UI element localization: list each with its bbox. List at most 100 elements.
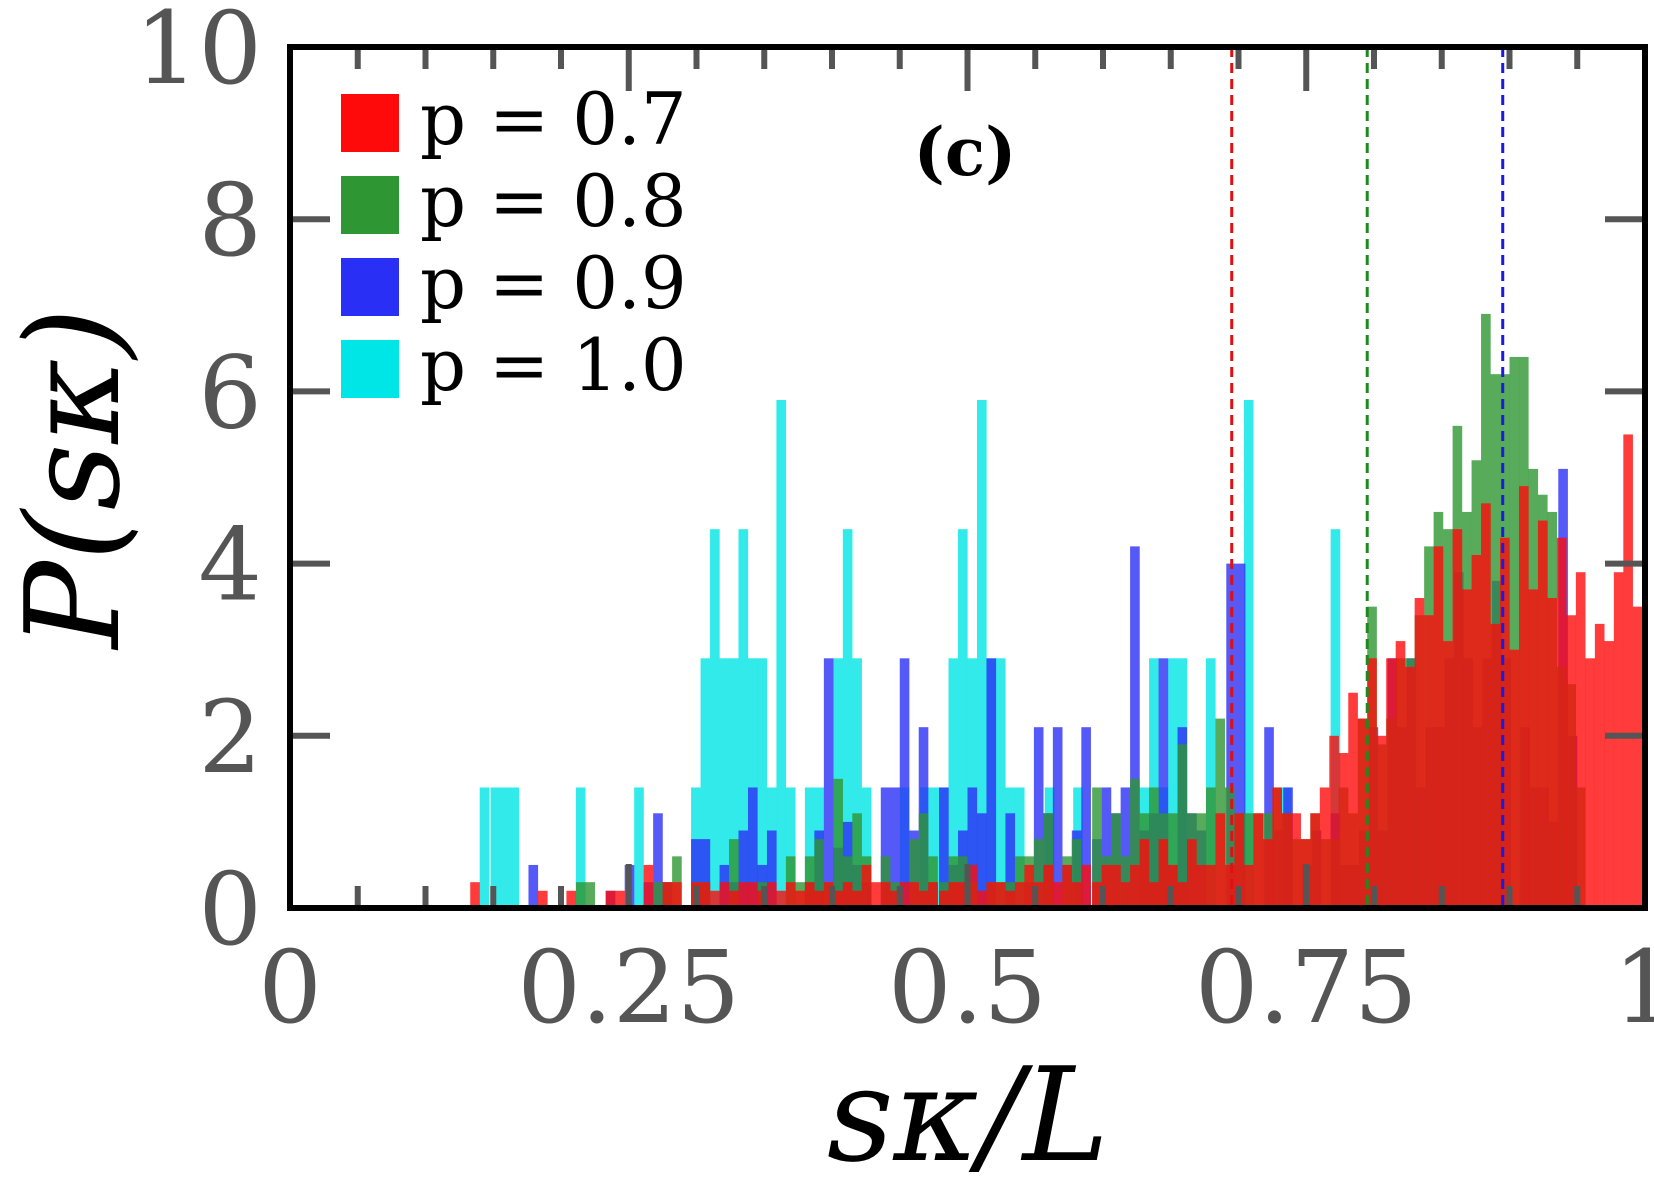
bar	[643, 864, 654, 908]
bar	[1120, 787, 1131, 908]
panel-label: (c)	[914, 113, 1017, 191]
bar	[1205, 787, 1216, 908]
bar	[986, 658, 997, 908]
bar	[1367, 658, 1377, 908]
bar	[1149, 787, 1159, 908]
bar	[691, 839, 701, 908]
bar	[1005, 813, 1016, 908]
bar	[1111, 864, 1121, 908]
bar	[1130, 778, 1140, 908]
bar	[833, 890, 843, 908]
bar	[948, 658, 959, 908]
bar	[1205, 658, 1216, 908]
bar	[509, 787, 520, 908]
bar	[615, 890, 625, 908]
bar	[634, 787, 644, 908]
bar	[948, 882, 959, 908]
bar	[939, 787, 949, 908]
bar	[1243, 864, 1254, 908]
bar	[1452, 529, 1463, 908]
bar	[909, 882, 919, 908]
bar	[729, 658, 739, 908]
bar	[1177, 882, 1188, 908]
bar	[1243, 813, 1254, 908]
bar	[1052, 882, 1063, 908]
bar	[909, 839, 919, 908]
legend-swatch	[341, 176, 399, 234]
bar	[738, 882, 749, 908]
y-tick-label: 10	[135, 0, 262, 107]
bar	[566, 890, 577, 908]
bar	[1594, 623, 1605, 908]
bar	[1139, 839, 1150, 908]
bar	[976, 890, 987, 908]
bar	[1500, 537, 1510, 908]
bar	[823, 882, 834, 908]
bar	[1033, 727, 1044, 908]
bar	[1235, 563, 1246, 908]
bar	[738, 529, 749, 908]
bar	[1262, 839, 1273, 908]
bar	[1424, 615, 1434, 908]
bar	[958, 529, 968, 908]
bar	[1604, 641, 1614, 908]
bar	[795, 890, 806, 908]
plot-area	[470, 313, 1645, 909]
bar	[1443, 641, 1453, 908]
bar	[1081, 864, 1091, 908]
bar	[1130, 864, 1140, 908]
bar	[986, 882, 997, 908]
bar	[1224, 864, 1235, 908]
legend: p = 0.7p = 0.8p = 0.9p = 1.0	[341, 77, 687, 407]
bar	[1518, 486, 1529, 908]
bar	[995, 882, 1006, 908]
x-tick-label: 0.75	[1195, 929, 1418, 1046]
bar	[1433, 546, 1444, 908]
bar	[1101, 787, 1112, 908]
bar	[1149, 882, 1159, 908]
bar	[662, 882, 673, 908]
bar	[1509, 649, 1520, 908]
bar	[747, 787, 758, 908]
y-tick-label: 4	[198, 507, 262, 624]
bar	[479, 787, 490, 908]
legend-label: p = 1.0	[420, 323, 687, 407]
bar	[1092, 787, 1102, 908]
bar	[500, 787, 510, 908]
bar	[747, 658, 758, 908]
bar	[861, 787, 872, 908]
bar	[1575, 572, 1586, 908]
bar	[1348, 692, 1358, 908]
bar	[1585, 658, 1595, 908]
legend-label: p = 0.9	[420, 241, 687, 325]
bar	[738, 830, 749, 908]
bar	[1224, 787, 1235, 908]
bar	[1111, 813, 1121, 908]
bar	[1414, 598, 1425, 908]
bar	[1071, 839, 1082, 908]
bar	[575, 882, 586, 908]
bar	[890, 787, 900, 908]
bar	[1033, 839, 1044, 908]
bar	[1253, 813, 1264, 908]
bar	[995, 658, 1006, 908]
bar	[1005, 890, 1016, 908]
bar	[700, 658, 711, 908]
bar	[1158, 839, 1169, 908]
bar	[918, 890, 929, 908]
bar	[1158, 658, 1169, 908]
x-tick-label: 0	[258, 929, 322, 1046]
bar	[1395, 641, 1406, 908]
bar	[1062, 864, 1072, 908]
bar	[585, 882, 596, 908]
bar	[1547, 598, 1558, 908]
bar	[785, 787, 796, 908]
y-tick-label: 8	[198, 162, 262, 279]
bar	[1632, 606, 1643, 908]
bar	[528, 864, 539, 908]
bar	[1043, 813, 1053, 908]
series-3	[470, 434, 1645, 908]
bar	[653, 882, 663, 908]
bar	[1033, 882, 1044, 908]
